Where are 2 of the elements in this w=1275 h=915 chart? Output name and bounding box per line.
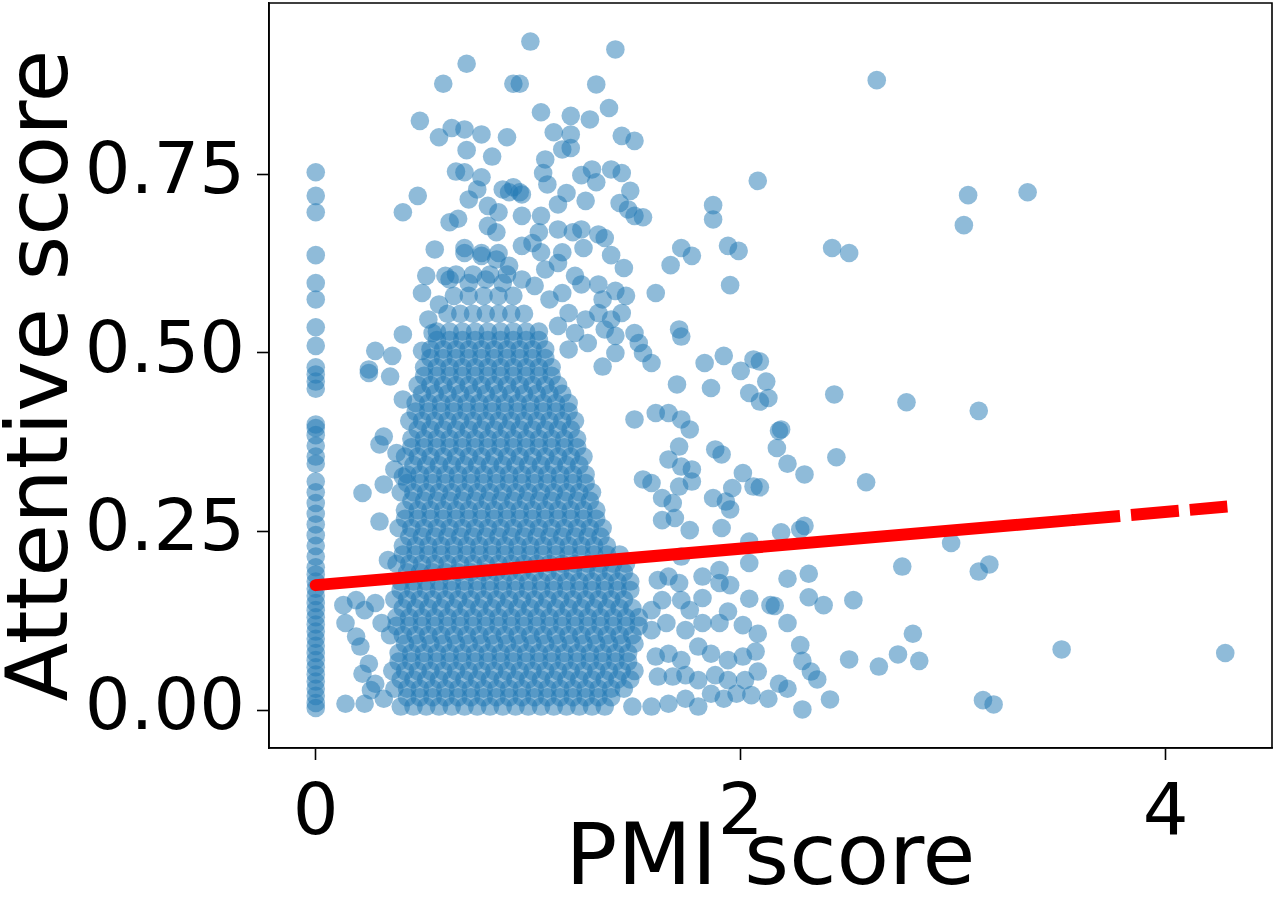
x-tick-label: 0	[292, 766, 339, 851]
x-tick-label: 4	[1142, 766, 1189, 851]
